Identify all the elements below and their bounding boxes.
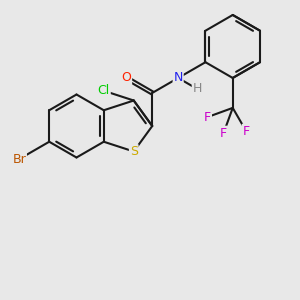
Text: F: F: [220, 127, 227, 140]
Text: H: H: [193, 82, 202, 95]
Text: F: F: [243, 124, 250, 138]
Text: S: S: [130, 145, 138, 158]
Text: F: F: [204, 110, 211, 124]
Text: Br: Br: [12, 153, 26, 166]
Text: O: O: [122, 71, 131, 85]
Text: N: N: [173, 71, 183, 85]
Text: Cl: Cl: [98, 84, 110, 97]
